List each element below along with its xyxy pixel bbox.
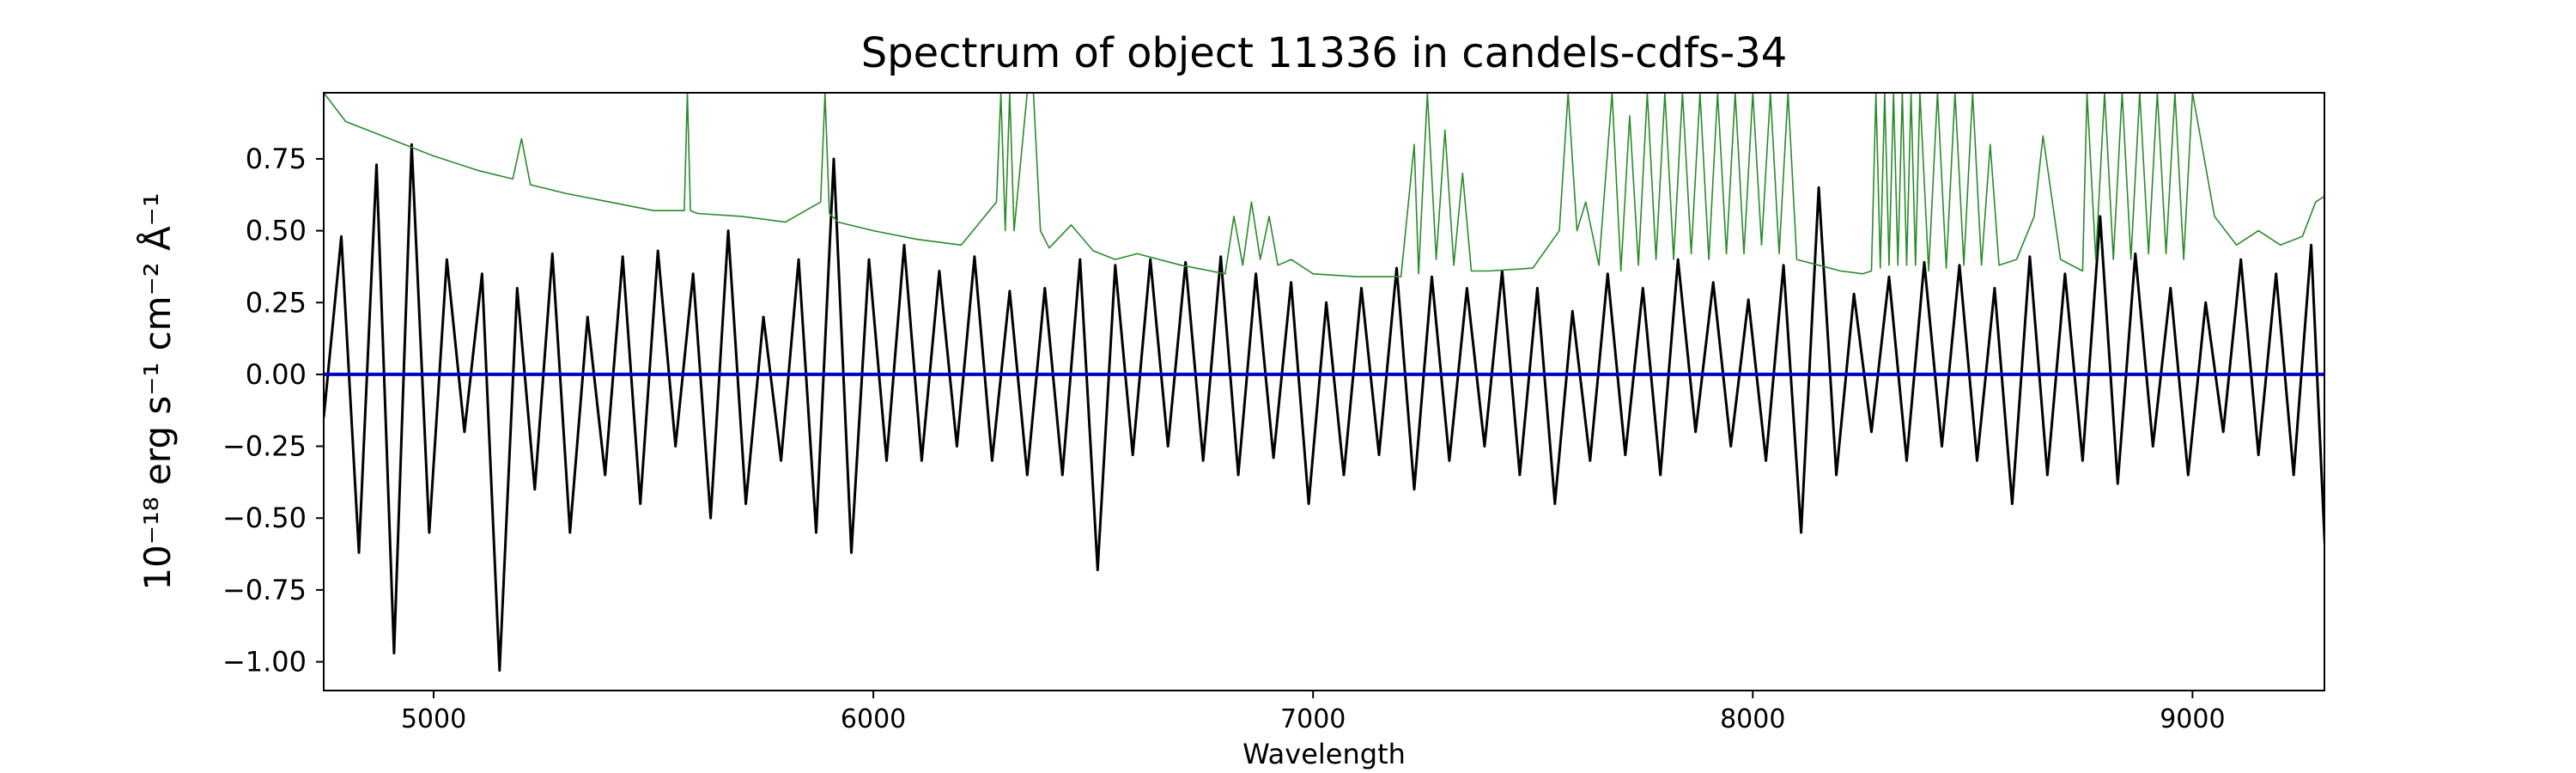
x-tick-label: 7000 <box>1280 704 1346 734</box>
x-axis: 5000 6000 7000 8000 9000 <box>401 691 2226 734</box>
series-line-model <box>324 93 2324 278</box>
y-tick-label: −0.75 <box>222 574 307 606</box>
y-tick-label: −0.25 <box>222 430 307 463</box>
x-tick-label: 6000 <box>841 704 906 734</box>
y-tick-label: 0.50 <box>246 215 307 247</box>
y-tick-label: 0.75 <box>246 143 307 175</box>
x-axis-label: Wavelength <box>1242 738 1406 770</box>
x-tick-label: 5000 <box>401 704 466 734</box>
y-tick-label: 0.00 <box>246 358 307 391</box>
y-axis-label: 10⁻¹⁸ erg s⁻¹ cm⁻² Å⁻¹ <box>136 192 179 590</box>
plot-frame <box>323 92 2325 691</box>
series-layer <box>324 93 2324 673</box>
y-tick-label: −0.50 <box>222 502 307 534</box>
y-tick-label: −1.00 <box>222 646 307 679</box>
plot-area <box>323 92 2325 691</box>
chart-title: Spectrum of object 11336 in candels-cdfs… <box>861 29 1788 77</box>
y-tick-label: 0.25 <box>246 286 307 319</box>
x-tick-label: 9000 <box>2160 704 2225 734</box>
x-tick-label: 8000 <box>1720 704 1785 734</box>
y-axis: 0.75 0.50 0.25 0.00 −0.25 −0.50 −0.75 −1.00 <box>222 143 324 679</box>
